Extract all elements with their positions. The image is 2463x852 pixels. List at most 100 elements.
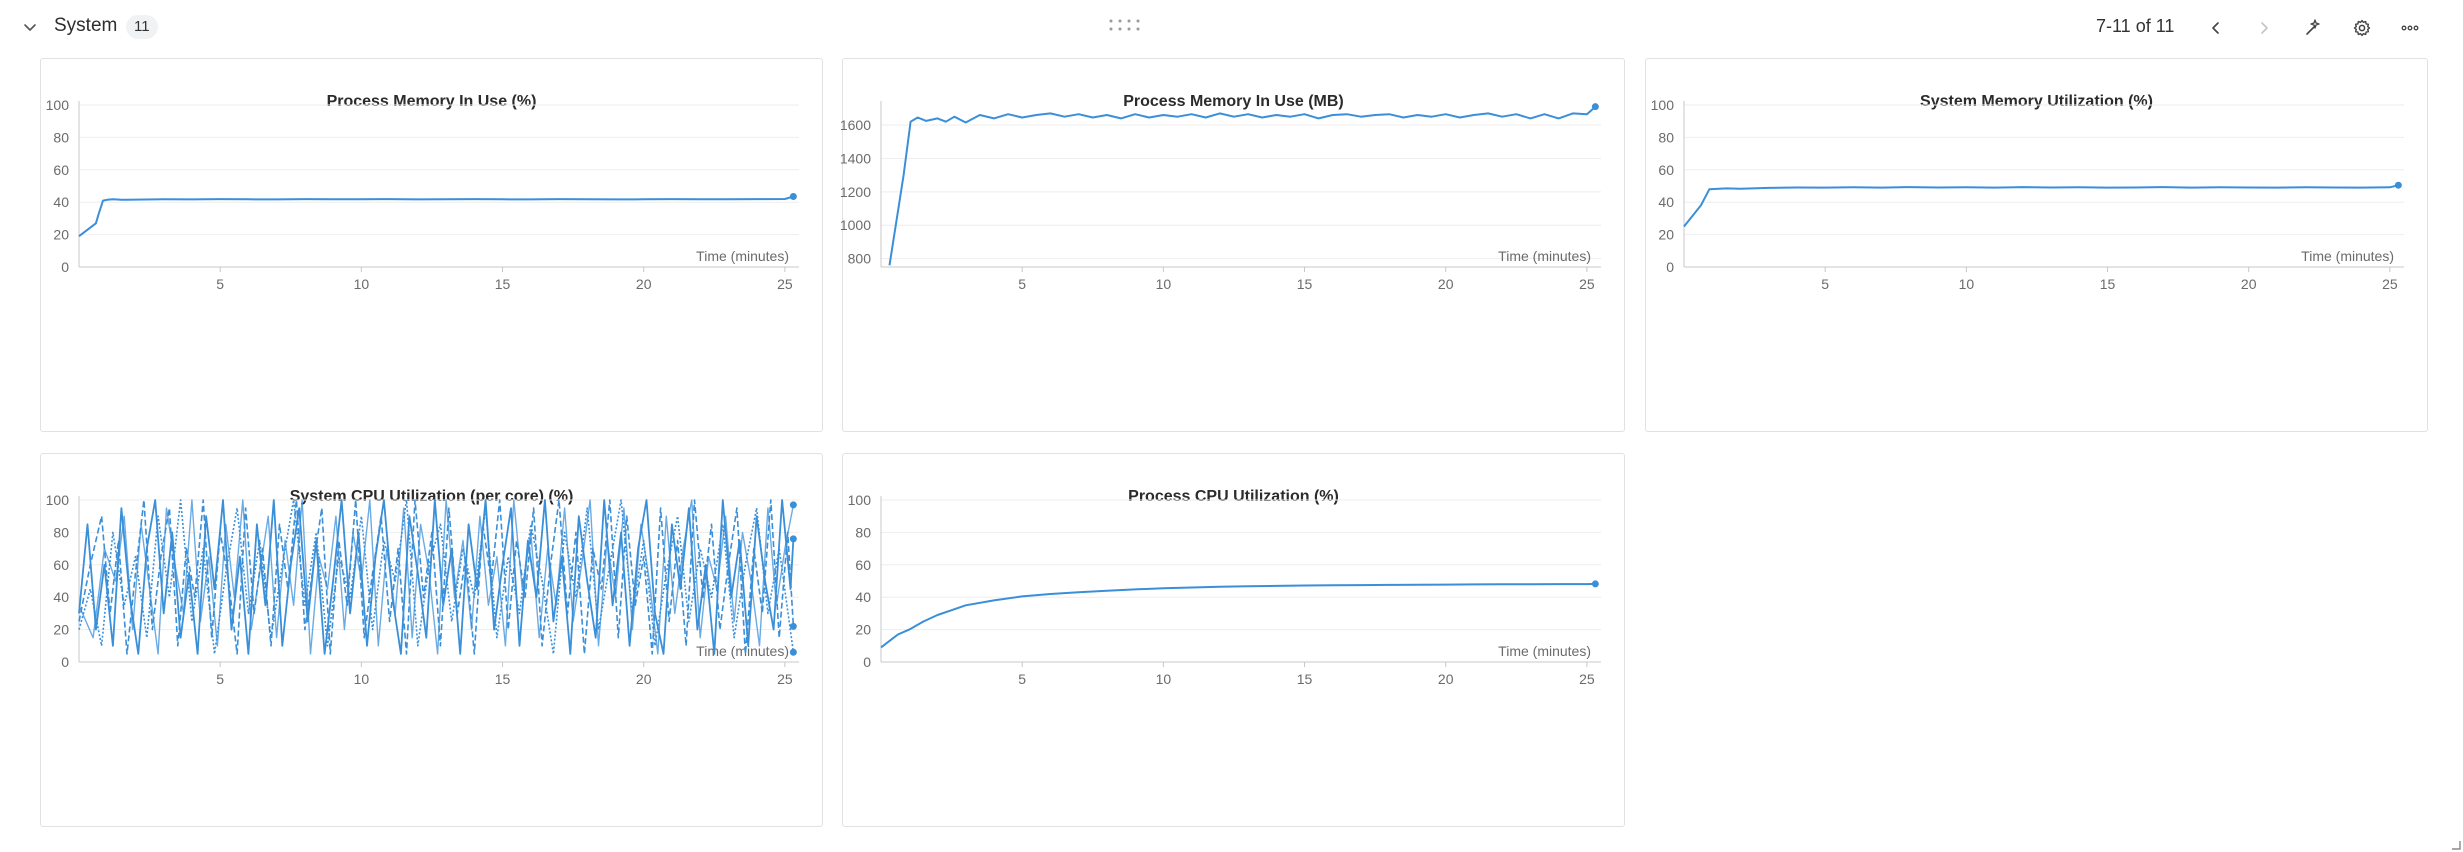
resize-grip-icon[interactable]: [2449, 838, 2461, 850]
chart-title: Process CPU Utilization (%): [1128, 488, 1339, 505]
x-tick-label: 10: [1959, 276, 1975, 292]
series-end-point: [2394, 181, 2402, 189]
chevron-left-icon: [2212, 22, 2219, 34]
x-tick-label: 25: [777, 671, 793, 687]
x-tick-label: 15: [1297, 671, 1313, 687]
previous-page-button[interactable]: [2200, 12, 2232, 44]
y-tick-label: 20: [1658, 227, 1674, 243]
x-tick-label: 5: [216, 276, 224, 292]
series-end-point: [789, 648, 797, 656]
chevron-down-icon[interactable]: [20, 17, 40, 37]
y-tick-label: 60: [53, 557, 69, 573]
chart-system-memory-utilization[interactable]: 0 20 40 60 80 100 5 10 15 20 25 Time (minutes): [1646, 59, 2429, 433]
y-tick-label: 60: [1658, 162, 1674, 178]
x-tick-label: 10: [1156, 671, 1172, 687]
x-tick-label: 10: [1156, 276, 1172, 292]
y-tick-label: 40: [855, 589, 871, 605]
x-tick-label: 10: [354, 671, 370, 687]
x-tick-label: 15: [1297, 276, 1313, 292]
x-tick-label: 25: [777, 276, 793, 292]
more-horizontal-icon: [2401, 25, 2419, 31]
x-tick-label: 10: [354, 276, 370, 292]
x-tick-label: 20: [2241, 276, 2257, 292]
x-axis-label: Time (minutes): [2301, 248, 2394, 264]
y-tick-label: 60: [53, 162, 69, 178]
series-line: [880, 582, 1596, 649]
y-tick-label: 40: [53, 194, 69, 210]
series-line: [1683, 184, 2399, 228]
x-axis-label: Time (minutes): [1498, 643, 1591, 659]
chart-panel-system-memory-utilization[interactable]: System Memory Utilization (%) 0 20 40 60 80 1…: [1645, 58, 2428, 432]
y-tick-label: 40: [1658, 194, 1674, 210]
y-tick-label: 100: [46, 97, 70, 113]
chart-panel-process-memory-mb[interactable]: Process Memory In Use (MB) 800 1000 1200 14…: [840, 58, 1626, 433]
y-tick-label: 20: [855, 622, 871, 638]
x-axis-label: Time (minutes): [696, 248, 789, 264]
x-tick-label: 25: [2382, 276, 2398, 292]
y-tick-label: 100: [848, 492, 872, 508]
y-tick-label: 80: [53, 524, 69, 540]
x-tick-label: 20: [636, 276, 652, 292]
y-tick-label: 80: [1658, 129, 1674, 145]
series-line: [888, 105, 1597, 266]
chart-process-memory-percent[interactable]: 0 20 40 60 80 100 5 10 15 20 25 Time (minutes): [41, 59, 824, 433]
y-tick-label: 60: [855, 557, 871, 573]
chart-process-cpu-utilization[interactable]: 0 20 40 60 80 100 5 10 15 20 25 Time (minutes): [843, 454, 1626, 828]
drag-handle-icon[interactable]: [1108, 18, 1142, 32]
series-line: [78, 499, 795, 655]
settings-button[interactable]: [2346, 12, 2378, 44]
sparkle-icon: [2306, 19, 2320, 35]
series-line: [78, 195, 794, 237]
series-end-point: [789, 535, 797, 543]
y-tick-label: 100: [46, 492, 70, 508]
chart-panel-system-cpu-per-core[interactable]: System CPU Utilization (per core) (%) 0 2…: [40, 453, 823, 827]
chart-title: Process Memory In Use (%): [326, 93, 537, 110]
series-end-point: [789, 622, 797, 630]
x-tick-label: 15: [2100, 276, 2116, 292]
chart-process-memory-mb[interactable]: 800 1000 1200 1400 1600 5 10 15 20 25 Time (minute…: [840, 59, 1626, 433]
y-tick-label: 80: [855, 524, 871, 540]
y-tick-label: 0: [863, 654, 871, 670]
y-tick-label: 1400: [840, 150, 871, 166]
y-tick-label: 20: [53, 227, 69, 243]
chart-panel-process-cpu-utilization[interactable]: Process CPU Utilization (%) 0 20 40 60 80 100…: [842, 453, 1625, 827]
next-page-button[interactable]: [2248, 12, 2280, 44]
x-tick-label: 15: [495, 671, 511, 687]
pagination-label: 7-11 of 11: [2096, 16, 2175, 36]
chevron-right-icon: [2261, 22, 2268, 34]
x-axis-label: Time (minutes): [696, 643, 789, 659]
x-tick-label: 5: [1018, 671, 1026, 687]
x-tick-label: 20: [1438, 276, 1454, 292]
y-tick-label: 1200: [840, 184, 871, 200]
section-count-badge: 11: [126, 15, 158, 39]
x-tick-label: 20: [636, 671, 652, 687]
x-tick-label: 25: [1579, 671, 1595, 687]
y-tick-label: 800: [848, 251, 872, 267]
series-end-point: [789, 501, 797, 509]
series-end-point: [1591, 103, 1599, 111]
y-tick-label: 0: [61, 259, 69, 275]
chart-title: Process Memory In Use (MB): [1123, 93, 1344, 110]
x-tick-label: 5: [1821, 276, 1829, 292]
x-axis-label: Time (minutes): [1498, 248, 1591, 264]
chart-system-cpu-per-core[interactable]: 0 20 40 60 80 100 5 10 15 20 25 Time (minutes): [41, 454, 824, 828]
chart-title: System CPU Utilization (per core) (%): [289, 488, 574, 505]
x-tick-label: 5: [1018, 276, 1026, 292]
x-tick-label: 20: [1438, 671, 1454, 687]
magic-button[interactable]: [2297, 12, 2329, 44]
x-tick-label: 15: [495, 276, 511, 292]
chart-title: System Memory Utilization (%): [1920, 93, 2153, 110]
series-line: [78, 499, 795, 655]
more-options-button[interactable]: [2394, 12, 2426, 44]
y-tick-label: 1600: [840, 117, 871, 133]
y-tick-label: 0: [61, 654, 69, 670]
series-end-point: [789, 193, 797, 201]
y-tick-label: 0: [1666, 259, 1674, 275]
y-tick-label: 80: [53, 129, 69, 145]
chart-panel-process-memory-percent[interactable]: Process Memory In Use (%) 0 20 40 60 80 100 5 1…: [40, 58, 823, 432]
section-title: System: [54, 15, 118, 36]
y-tick-label: 100: [1651, 97, 1675, 113]
x-tick-label: 5: [216, 671, 224, 687]
y-tick-label: 20: [53, 622, 69, 638]
series-end-point: [1591, 580, 1599, 588]
